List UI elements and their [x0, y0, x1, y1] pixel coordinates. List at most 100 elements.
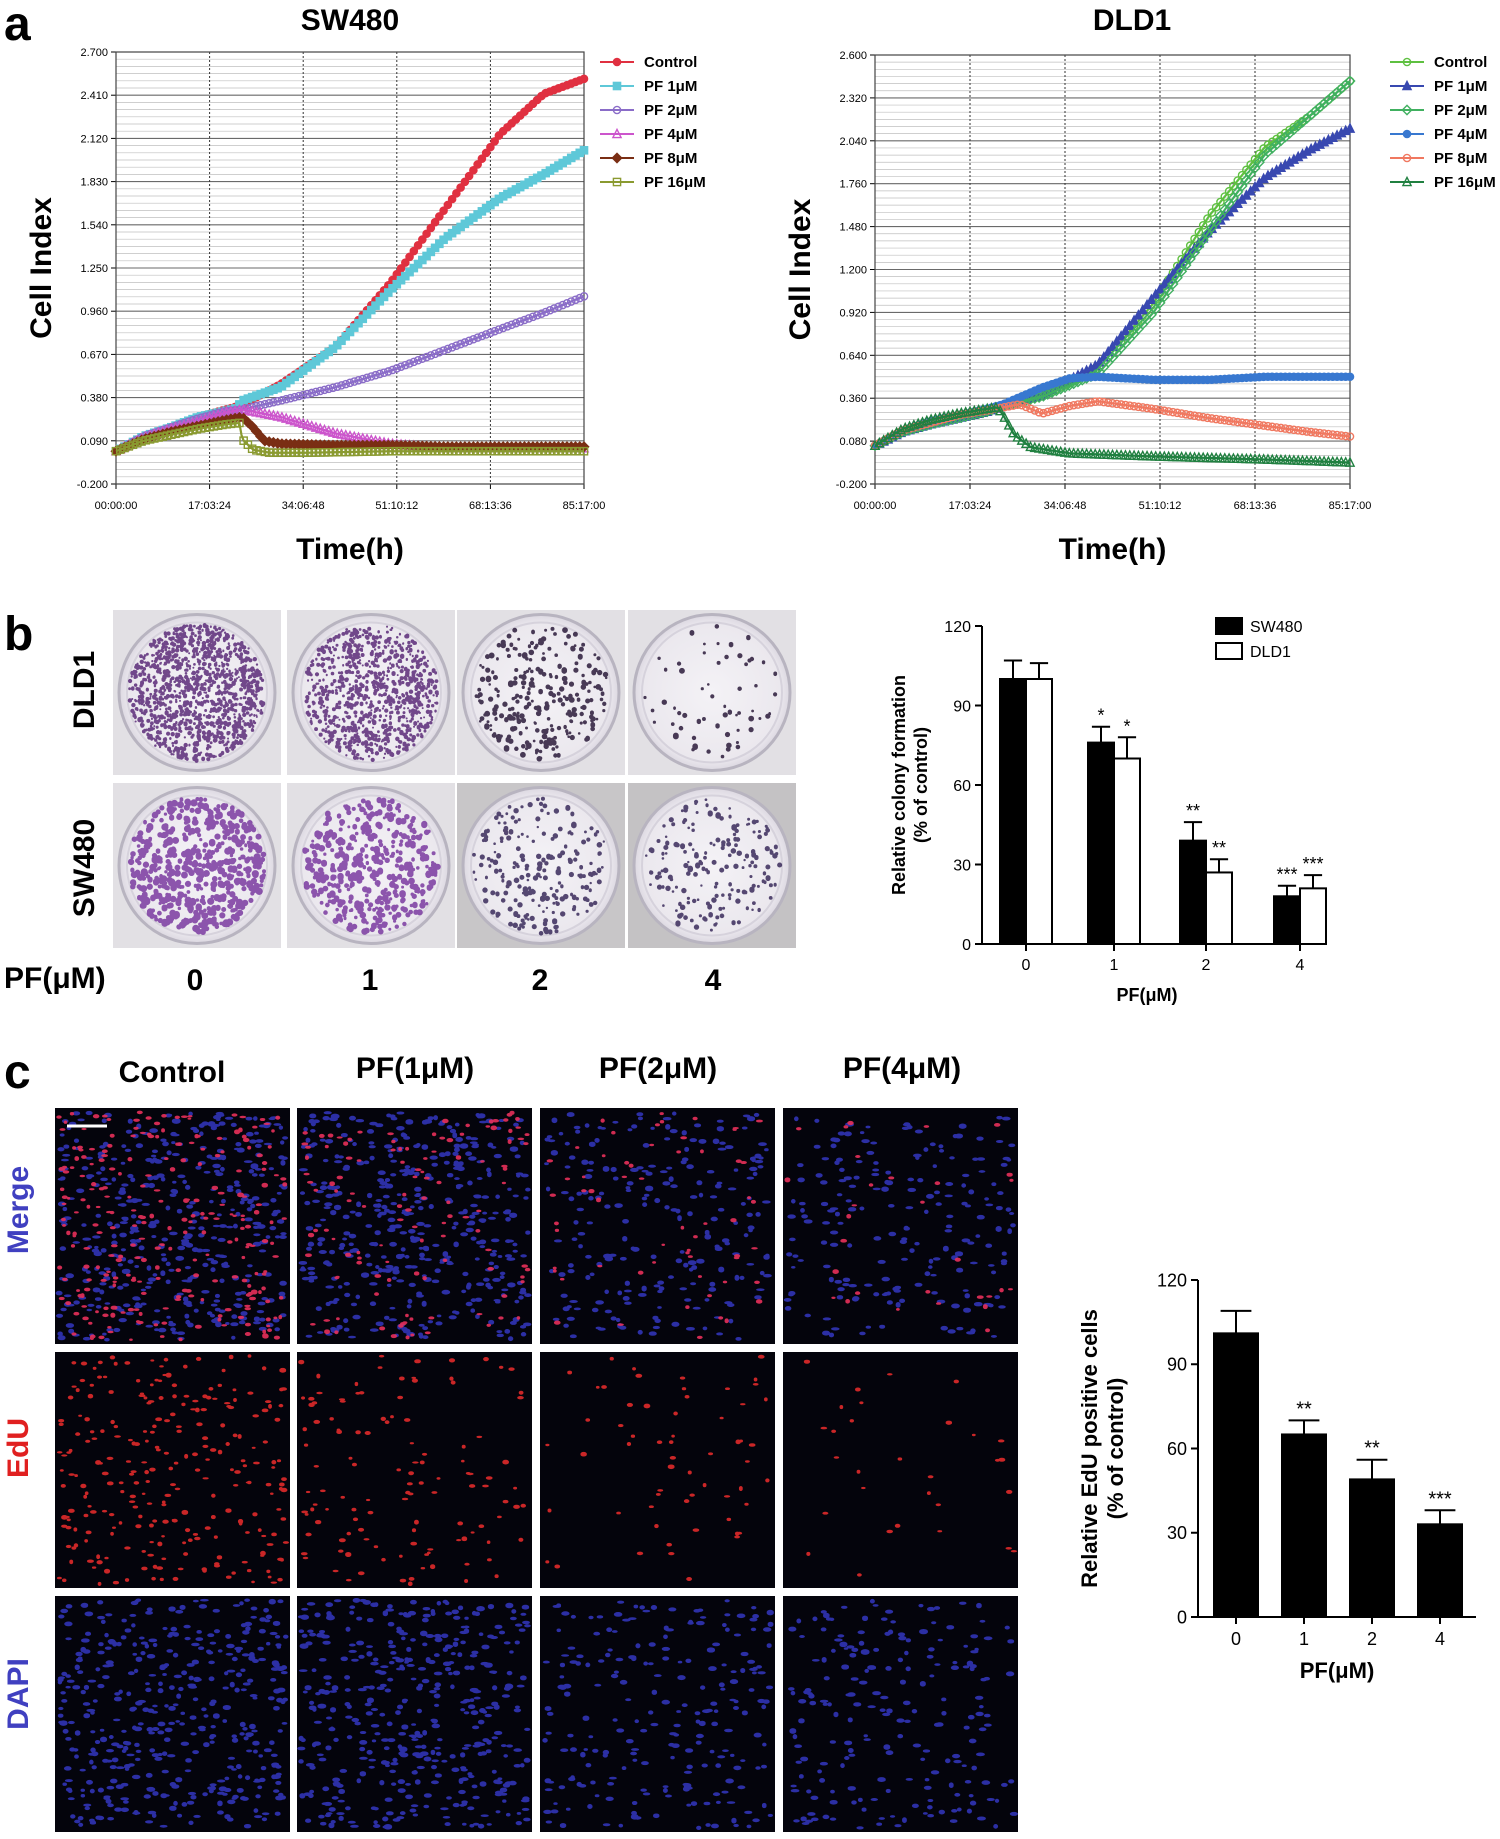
data-point-pf-2-m [1055, 383, 1067, 395]
data-point-pf-2-m [1037, 390, 1049, 402]
data-point-pf-2-m [1223, 198, 1235, 210]
legend-label: PF 4μM [644, 126, 697, 143]
data-point-pf-2-m [1227, 192, 1239, 204]
petri-dish [632, 613, 792, 772]
data-point-pf-16-m [874, 436, 885, 448]
data-point-pf-2-m [1214, 210, 1227, 222]
y-tick-label: 90 [1167, 1355, 1187, 1375]
x-axis-title: PF(μM) [1117, 985, 1178, 1005]
data-point-pf-8-m [1134, 402, 1143, 412]
data-point-pf-2-m [281, 394, 291, 404]
x-tick-label: 2 [1202, 957, 1211, 974]
data-point-pf-16-m [990, 401, 1002, 412]
data-point-pf-2-m [294, 391, 304, 401]
sw480-line-chart: SW480 -0.200 0.090 0.380 0.670 0.960 1.250 1.54… [25, 4, 706, 566]
data-point-control [1220, 192, 1230, 201]
data-point-pf-1-m [1120, 324, 1131, 336]
colony-plate-0-0 [113, 610, 281, 775]
data-point-pf-16-m [1012, 431, 1023, 442]
data-point-pf-8-m [1259, 421, 1268, 430]
data-point-pf-2-m [1249, 162, 1261, 174]
data-point-pf-4-m [297, 417, 309, 429]
x-tick-label: 2 [1367, 1629, 1377, 1649]
legend-swatch [1215, 617, 1243, 635]
data-point-pf-2-m [1340, 79, 1352, 91]
data-point-control [452, 189, 461, 198]
nuclei-blue [55, 1110, 289, 1342]
data-point-pf-8-m [1142, 403, 1152, 413]
data-point-pf-2-m [566, 297, 576, 306]
data-point-pf-16-m [994, 404, 1006, 416]
edu-fluorescence-images: Control PF(1μM) PF(2μM) PF(4μM) Merge Ed… [2, 1052, 1018, 1832]
data-point-pf-8-m [1207, 414, 1217, 423]
data-point-pf-2-m [1314, 101, 1326, 113]
data-point-pf-1-m [1133, 309, 1144, 320]
colony-dots [304, 625, 439, 763]
petri-dish-rim [641, 621, 783, 764]
data-point-pf-8-m [1324, 429, 1333, 439]
data-point-pf-2-m [439, 346, 448, 355]
nuclei-blue [297, 1597, 531, 1830]
data-point-control [1216, 197, 1225, 207]
data-point-pf-8-m [1289, 425, 1299, 435]
nuclei-blue [787, 1598, 1018, 1830]
data-point-pf-1-m [1115, 330, 1127, 341]
data-point-pf-4-m [319, 423, 330, 435]
data-point-pf-16-m [1016, 434, 1028, 445]
colony-dots [127, 623, 266, 763]
data-point-pf-2-m [1167, 278, 1179, 290]
legend-item-control: Control [1390, 54, 1487, 71]
data-point-control [1224, 186, 1234, 196]
data-point-pf-8-m [1194, 412, 1204, 421]
y-axis-title: (% of control) [1103, 1378, 1128, 1520]
y-tick-label: 0.080 [839, 436, 867, 448]
data-point-pf-2-m [1163, 284, 1175, 296]
data-point-control [481, 148, 491, 158]
data-point-control [1207, 208, 1217, 217]
nuclei-red [56, 1110, 288, 1342]
nuclei-blue [783, 1115, 1016, 1338]
data-point-control [413, 241, 423, 250]
data-point-pf-8-m [1073, 400, 1083, 409]
data-point-pf-2-m [562, 298, 572, 308]
plot-frame [874, 54, 1351, 485]
data-point-pf-1-m [1344, 122, 1356, 133]
x-axis-title: Time(h) [1059, 533, 1167, 566]
data-point-pf-4-m [314, 422, 326, 434]
data-point-pf-2-m [1154, 297, 1166, 309]
y-tick-label: 2.600 [839, 50, 867, 62]
legend-item-control: Control [600, 54, 697, 71]
data-point-pf-16-m [999, 411, 1010, 422]
data-point-pf-2-m [379, 368, 389, 377]
data-point-pf-8-m [1004, 402, 1014, 411]
data-point-pf-2-m [1331, 86, 1343, 98]
petri-dish-rim [300, 621, 442, 764]
data-point-pf-1-m [1102, 345, 1114, 357]
data-point-pf-2-m [481, 330, 491, 339]
data-point-control [1194, 227, 1204, 237]
significance-sw480: ** [1186, 801, 1200, 821]
data-point-pf-2-m [469, 334, 478, 344]
y-tick-label: 2.410 [80, 90, 108, 102]
micrograph-1-2 [540, 1352, 775, 1588]
data-point-pf-8-m [1099, 397, 1109, 407]
legend-item-pf-1-m: PF 1μM [600, 78, 697, 95]
data-point-pf-2-m [358, 374, 368, 384]
x-tick-label: 1 [1299, 1629, 1309, 1649]
data-point-pf-8-m [1224, 416, 1234, 426]
y-tick-label: 2.040 [839, 136, 867, 148]
y-tick-label: 1.540 [80, 220, 108, 232]
panel-label-b: b [4, 608, 33, 661]
data-point-control [409, 246, 419, 256]
x-tick-label: 85:17:00 [563, 500, 606, 512]
data-point-pf-2-m [554, 302, 563, 312]
data-point-pf-8-m [1311, 428, 1320, 437]
plot-frame [115, 51, 585, 485]
edu-col-label-control: Control [119, 1056, 226, 1089]
micrograph-background [540, 1352, 775, 1588]
legend-marker [1402, 129, 1412, 139]
y-tick-label: 0.360 [839, 393, 867, 405]
data-point-pf-8-m [1203, 413, 1212, 423]
data-point-pf-2-m [277, 395, 287, 405]
micrograph-0-3 [783, 1108, 1018, 1344]
